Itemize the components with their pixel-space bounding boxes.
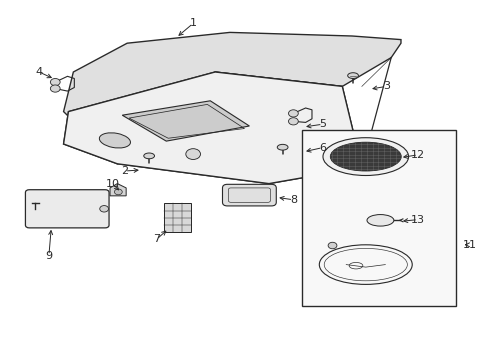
Text: 5: 5 [319,119,325,129]
Circle shape [185,149,200,159]
Bar [163,203,190,232]
Polygon shape [122,101,249,141]
Text: 1: 1 [189,18,196,28]
Text: 8: 8 [289,195,296,205]
Polygon shape [110,184,126,196]
Ellipse shape [143,153,154,159]
Circle shape [114,189,122,195]
Bar [302,130,455,306]
Text: 10: 10 [105,179,119,189]
Ellipse shape [366,215,393,226]
Text: 2: 2 [121,166,128,176]
Ellipse shape [322,138,408,176]
Text: 7: 7 [153,234,160,244]
Ellipse shape [347,73,358,78]
Circle shape [50,85,60,92]
Text: 9: 9 [45,251,52,261]
Text: 11: 11 [462,240,475,250]
Circle shape [50,78,60,86]
FancyBboxPatch shape [25,190,109,228]
Polygon shape [63,32,400,164]
Text: 12: 12 [410,150,424,160]
FancyBboxPatch shape [222,184,276,206]
Polygon shape [63,72,361,184]
Ellipse shape [277,144,287,150]
Circle shape [288,118,298,125]
Ellipse shape [99,133,130,148]
Text: 4: 4 [36,67,42,77]
Text: 3: 3 [382,81,389,91]
Circle shape [288,110,298,117]
Text: 6: 6 [319,143,325,153]
Circle shape [327,242,336,249]
Ellipse shape [330,142,400,171]
Text: 13: 13 [410,215,424,225]
Polygon shape [63,72,361,184]
Circle shape [100,206,108,212]
